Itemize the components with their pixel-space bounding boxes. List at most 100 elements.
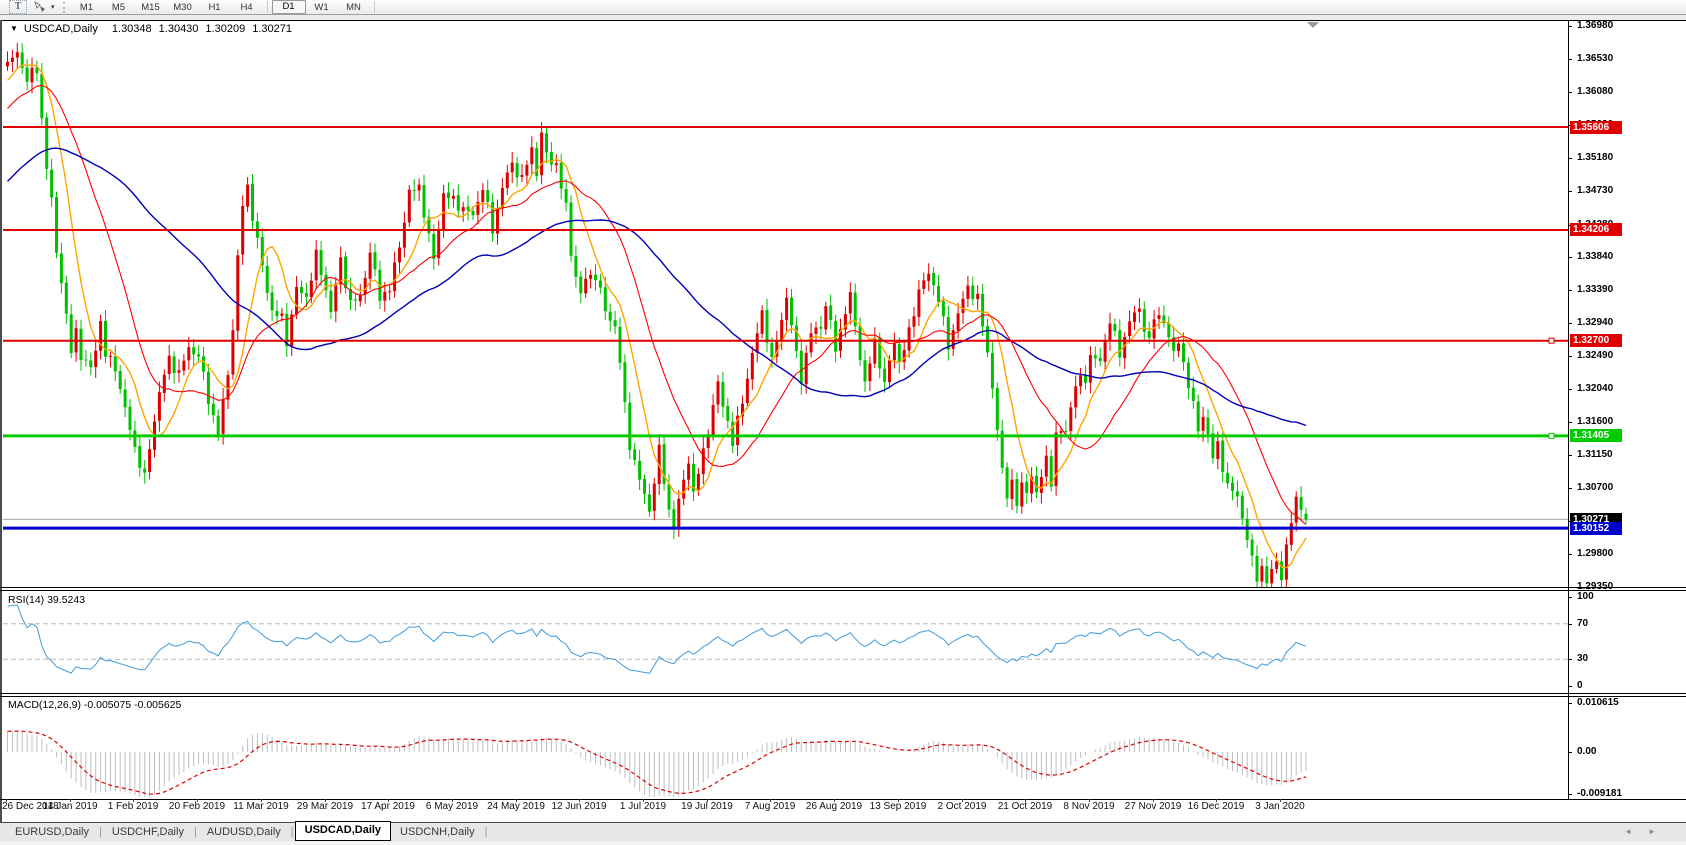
symbol-tab-USDCAD[interactable]: USDCAD,Daily (294, 821, 392, 841)
tab-scroll-right-icon[interactable]: ► (1648, 827, 1672, 836)
date-axis-label: 12 Jun 2019 (551, 801, 607, 812)
date-axis-tick (6, 799, 7, 802)
ohlc-open: 1.30348 (111, 23, 152, 35)
date-axis-tick (1025, 799, 1026, 802)
price-axis-label: 1.32490 (1577, 350, 1614, 361)
timeframe-button-M30[interactable]: M30 (173, 1, 192, 13)
status-strip (0, 841, 1686, 845)
macd-label: MACD(12,26,9) -0.005075 -0.005625 (8, 699, 182, 711)
rsi-axis-label: 70 (1577, 618, 1589, 629)
timeframe-button-M15[interactable]: M15 (141, 1, 160, 13)
timeframe-button-M1[interactable]: M1 (79, 1, 94, 13)
level-price-badge-1.30152: 1.30152 (1570, 522, 1622, 535)
level-drag-handle[interactable] (1548, 432, 1555, 439)
price-axis-tick (1568, 59, 1572, 60)
timeframe-button-D1[interactable]: D1 (271, 0, 306, 14)
price-axis-tick (1568, 92, 1572, 93)
ohlc-low: 1.30209 (205, 23, 246, 35)
price-axis-border (1568, 20, 1569, 800)
price-axis-tick (1568, 191, 1572, 192)
chart-shift-marker[interactable] (1307, 22, 1319, 28)
macd-axis-label: -0.009181 (1577, 788, 1623, 799)
date-axis-tick (452, 799, 453, 802)
macd-axis-tick (1568, 703, 1572, 704)
price-axis-tick (1568, 587, 1572, 588)
timeframe-button-group: M1 M5 M15 M30 H1 H4 D1 W1 MN (71, 0, 379, 14)
date-axis-label: 24 May 2019 (487, 801, 545, 812)
toolbar-drag-grip[interactable] (62, 1, 65, 13)
date-axis-tick (1089, 799, 1090, 802)
date-axis-label: 3 Jan 2020 (1255, 801, 1305, 812)
tab-separator: | (290, 826, 294, 838)
rsi-line (7, 604, 1307, 674)
arrows-tool-icon[interactable] (33, 1, 47, 13)
date-axis-tick (388, 799, 389, 802)
price-axis-label: 1.33390 (1577, 284, 1614, 295)
date-axis-label: 21 Oct 2019 (997, 801, 1053, 812)
tab-scroll-arrows[interactable]: ◄► (1624, 827, 1672, 836)
price-axis-label: 1.31600 (1577, 416, 1614, 427)
candlestick-price-chart[interactable] (3, 21, 1568, 587)
date-axis-tick (1153, 799, 1154, 802)
tab-separator: | (98, 826, 102, 838)
date-axis-label: 7 Aug 2019 (744, 801, 796, 812)
rsi-macd-splitter-line2 (0, 696, 1686, 697)
date-axis-label: 13 Sep 2019 (869, 801, 927, 812)
date-axis-label: 2 Oct 2019 (937, 801, 987, 812)
date-axis-tick (770, 799, 771, 802)
window-chrome-strip (0, 14, 1686, 20)
price-axis-label: 1.35180 (1577, 152, 1614, 163)
level-price-badge-1.35606: 1.35606 (1570, 121, 1622, 134)
price-axis-tick (1568, 290, 1572, 291)
level-price-badge-1.31405: 1.31405 (1570, 429, 1622, 442)
moving-average-8 (6, 64, 1307, 569)
price-axis-tick (1568, 257, 1572, 258)
macd-axis-tick (1568, 794, 1572, 795)
rsi-axis-tick (1568, 659, 1572, 660)
price-axis-tick (1568, 158, 1572, 159)
date-axis-label: 6 May 2019 (425, 801, 479, 812)
symbol-tab-AUDUSD[interactable]: AUDUSD,Daily (206, 826, 281, 838)
date-axis: 26 Dec 2018 14 Jan 2019 1 Feb 2019 20 Feb 2… (0, 799, 1686, 817)
window-left-border (0, 20, 2, 822)
macd-indicator-chart[interactable] (3, 698, 1568, 799)
rsi-axis-tick (1568, 624, 1572, 625)
price-axis-tick (1568, 389, 1572, 390)
symbol-tab-USDCNH[interactable]: USDCNH,Daily (400, 826, 475, 838)
price-axis-tick (1568, 356, 1572, 357)
date-axis-label: 19 Jul 2019 (681, 801, 733, 812)
rsi-axis-label: 100 (1577, 591, 1594, 602)
rsi-indicator-chart[interactable] (3, 592, 1568, 692)
price-axis-label: 1.32040 (1577, 383, 1614, 394)
date-axis-label: 8 Nov 2019 (1063, 801, 1115, 812)
chart-top-border (0, 20, 1686, 21)
toolbar-separator (373, 1, 375, 13)
timeframe-button-H4[interactable]: H4 (240, 1, 253, 13)
symbol-tab-bar: EURUSD,Daily | USDCHF,Daily | AUDUSD,Daily | U… (0, 821, 1686, 841)
date-axis-tick (197, 799, 198, 802)
collapse-caret-icon[interactable]: ▼ (10, 24, 18, 33)
tab-scroll-left-icon[interactable]: ◄ (1624, 827, 1649, 836)
symbol-tab-USDCHF[interactable]: USDCHF,Daily (111, 826, 184, 838)
date-axis-tick (898, 799, 899, 802)
date-axis-tick (70, 799, 71, 802)
date-axis-tick (133, 799, 134, 802)
main-rsi-splitter[interactable] (0, 587, 1686, 588)
price-axis-tick (1568, 554, 1572, 555)
date-axis-label: 11 Mar 2019 (233, 801, 289, 812)
date-axis-label: 1 Feb 2019 (107, 801, 159, 812)
symbol-period-label: USDCAD,Daily (23, 23, 98, 35)
macd-axis-tick (1568, 752, 1572, 753)
timeframe-button-M5[interactable]: M5 (111, 1, 126, 13)
text-label-tool-icon[interactable]: T (9, 0, 27, 14)
symbol-tab-EURUSD[interactable]: EURUSD,Daily (15, 826, 89, 838)
date-axis-tick (707, 799, 708, 802)
price-axis-label: 1.34730 (1577, 185, 1614, 196)
level-drag-handle[interactable] (1548, 337, 1555, 344)
chevron-down-icon[interactable]: ▾ (51, 4, 55, 11)
rsi-label: RSI(14) 39.5243 (8, 594, 86, 606)
timeframe-button-H1[interactable]: H1 (208, 1, 221, 13)
rsi-macd-splitter[interactable] (0, 693, 1686, 694)
timeframe-button-W1[interactable]: W1 (314, 1, 329, 13)
timeframe-button-MN[interactable]: MN (346, 1, 361, 13)
